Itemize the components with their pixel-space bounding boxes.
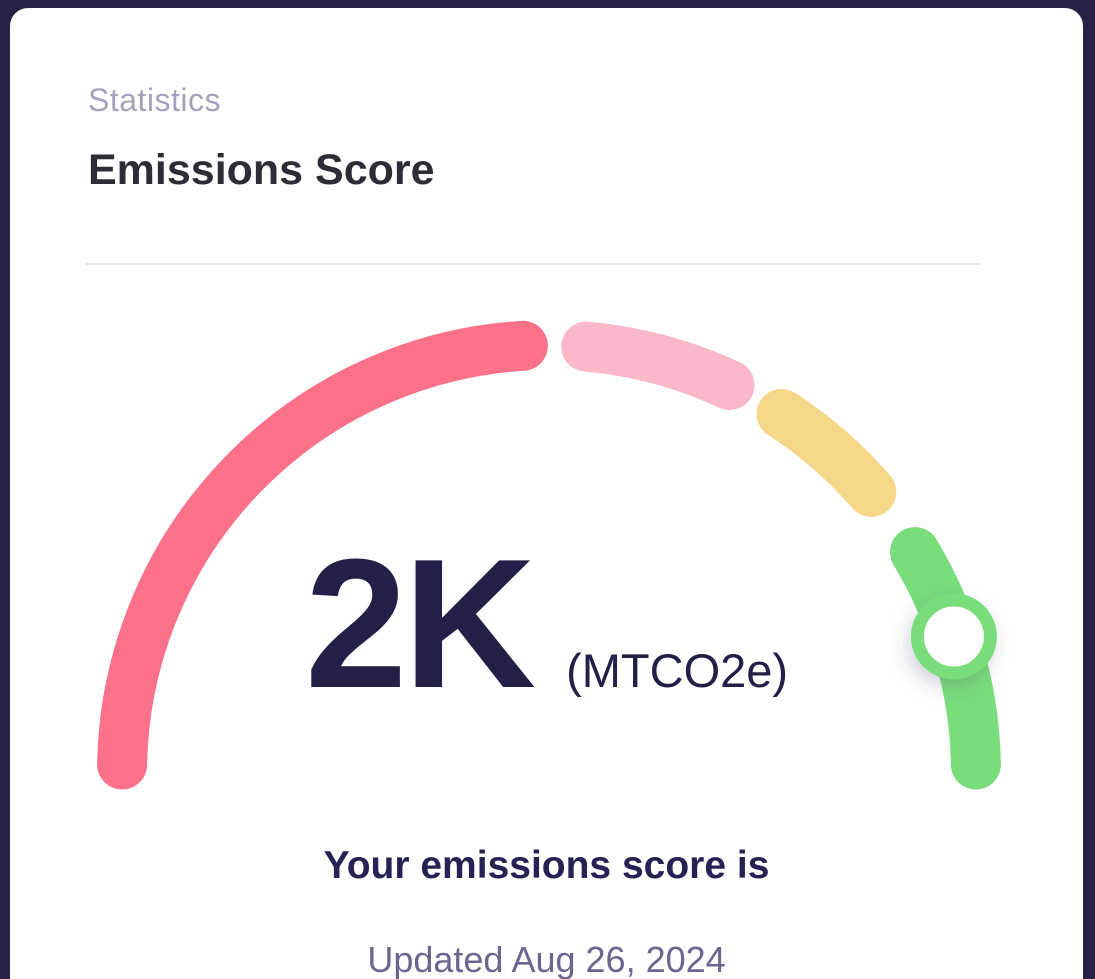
card-title: Emissions Score: [88, 146, 435, 194]
last-updated: Updated Aug 26, 2024: [367, 939, 726, 979]
gauge-segment-yellow: [756, 388, 897, 517]
divider: [86, 263, 980, 265]
gauge-value-row: 2K (MTCO2e): [10, 531, 1083, 715]
card-eyebrow: Statistics: [88, 82, 222, 118]
gauge-segment-pink: [561, 321, 755, 410]
gauge-caption: Your emissions score is: [323, 844, 770, 887]
gauge-unit: (MTCO2e): [566, 644, 789, 697]
statistics-card: Statistics Emissions Score 2K (MTCO2e) Y…: [10, 8, 1083, 979]
gauge-value: 2K: [304, 520, 536, 726]
